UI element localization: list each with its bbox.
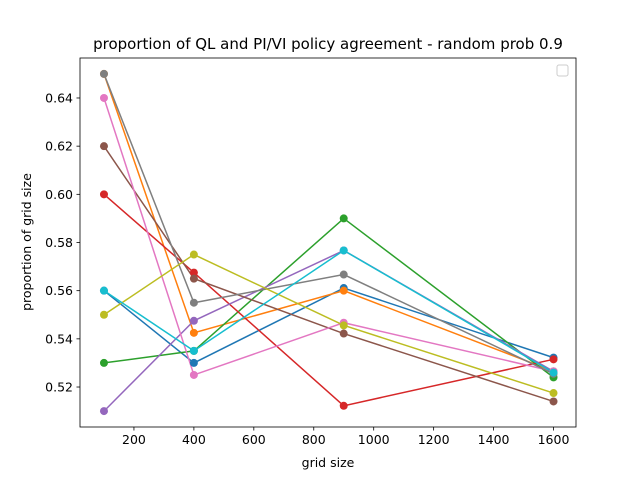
chart-title: proportion of QL and PI/VI policy agreem…: [93, 35, 563, 53]
y-tick-label: 0.64: [45, 90, 73, 105]
x-tick-label: 1200: [418, 432, 450, 447]
data-point-series-9: [189, 250, 198, 259]
plot-area: [79, 57, 577, 428]
data-point-series-10: [339, 246, 348, 255]
x-tick-label: 1000: [358, 432, 390, 447]
data-point-series-7: [189, 370, 198, 379]
y-axis: 0.52 0.54 0.56 0.58 0.60 0.62 0.64: [45, 90, 80, 395]
series-line-4: [103, 193, 554, 407]
data-point-series-8: [189, 298, 198, 307]
series-line-1: [103, 287, 554, 364]
data-point-series-10: [549, 368, 558, 377]
data-point-series-4: [339, 401, 348, 410]
data-point-series-2: [189, 328, 198, 337]
data-point-series-10: [189, 346, 198, 355]
data-point-series-6: [189, 274, 198, 283]
x-tick-label: 800: [302, 432, 326, 447]
data-point-series-4: [189, 268, 198, 277]
data-point-series-7: [99, 93, 108, 102]
series-line-7: [103, 97, 554, 376]
data-point-series-8: [339, 270, 348, 279]
data-point-series-2: [339, 286, 348, 295]
legend-box: [556, 64, 569, 77]
y-axis-label: proportion of grid size: [19, 173, 34, 311]
data-point-series-5: [99, 407, 108, 416]
x-axis-label: grid size: [302, 455, 355, 470]
x-tick-label: 200: [122, 432, 146, 447]
y-tick-label: 0.60: [45, 187, 73, 202]
data-point-series-8: [99, 69, 108, 78]
y-tick-label: 0.52: [45, 380, 73, 395]
series-line-8: [103, 73, 554, 375]
data-point-series-3: [339, 214, 348, 223]
y-tick-label: 0.58: [45, 235, 73, 250]
data-point-series-9: [339, 321, 348, 330]
data-point-series-3: [99, 358, 108, 367]
series-line-9: [103, 253, 554, 394]
data-point-series-4: [549, 355, 558, 364]
x-tick-label: 600: [242, 432, 266, 447]
x-tick-label: 1600: [538, 432, 570, 447]
data-point-series-9: [549, 389, 558, 398]
series-line-2: [103, 73, 554, 373]
series-line-3: [103, 217, 554, 378]
data-point-series-1: [189, 358, 198, 367]
data-point-series-6: [549, 397, 558, 406]
y-tick-label: 0.62: [45, 139, 73, 154]
data-point-series-6: [339, 329, 348, 338]
x-tick-label: 1400: [478, 432, 510, 447]
y-tick-label: 0.56: [45, 283, 73, 298]
y-tick-label: 0.54: [45, 331, 73, 346]
data-point-series-4: [99, 190, 108, 199]
data-point-series-6: [99, 142, 108, 151]
series-line-10: [103, 249, 554, 374]
x-tick-label: 400: [182, 432, 206, 447]
x-axis: 200 400 600 800 1000 1200 1400 1600: [122, 427, 569, 447]
data-point-series-10: [99, 286, 108, 295]
series-line-6: [103, 145, 554, 403]
data-point-series-9: [99, 310, 108, 319]
data-point-series-5: [189, 316, 198, 325]
